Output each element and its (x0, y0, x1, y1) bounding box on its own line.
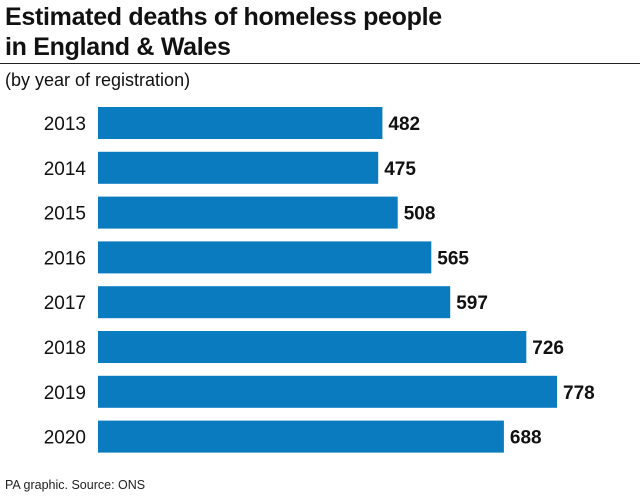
category-label-2013: 2013 (44, 114, 86, 135)
value-label-2017: 597 (456, 293, 488, 314)
category-label-2015: 2015 (44, 204, 86, 225)
value-label-2018: 726 (532, 338, 564, 359)
category-label-2017: 2017 (44, 293, 86, 314)
source-note: PA graphic. Source: ONS (5, 478, 146, 492)
chart-title-line-2: in England & Wales (5, 33, 231, 61)
chart-subtitle: (by year of registration) (5, 70, 191, 90)
category-label-2020: 2020 (44, 428, 86, 449)
value-label-2013: 482 (388, 114, 420, 135)
bars-layer: 2013 482 2014 475 2015 508 2016 565 2017 597 2018 7… (44, 107, 595, 453)
category-label-2014: 2014 (44, 159, 87, 180)
value-label-2014: 475 (384, 159, 416, 180)
value-label-2019: 778 (563, 383, 595, 404)
title-divider (0, 63, 640, 64)
bar-2016 (98, 241, 432, 274)
bar-2019 (98, 375, 557, 408)
bar-2020 (98, 420, 504, 453)
category-label-2019: 2019 (44, 383, 86, 404)
category-label-2016: 2016 (44, 248, 86, 269)
category-label-2018: 2018 (44, 338, 86, 359)
bar-2014 (98, 151, 379, 184)
bar-2017 (98, 286, 451, 319)
value-label-2015: 508 (404, 204, 436, 225)
chart-title-line-1: Estimated deaths of homeless people (5, 3, 442, 31)
chart-title: Estimated deaths of homeless people in E… (5, 2, 625, 62)
bar-2018 (98, 331, 527, 363)
value-label-2016: 565 (437, 248, 469, 269)
value-label-2020: 688 (510, 428, 542, 449)
bar-2013 (98, 107, 383, 139)
bar-2015 (98, 196, 398, 229)
